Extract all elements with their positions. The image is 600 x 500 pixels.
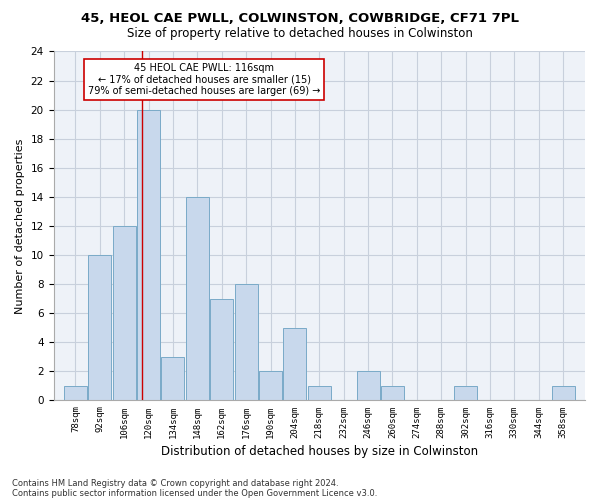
Text: Size of property relative to detached houses in Colwinston: Size of property relative to detached ho… [127,28,473,40]
Bar [64,386,87,400]
Bar [235,284,257,401]
Text: 45 HEOL CAE PWLL: 116sqm
← 17% of detached houses are smaller (15)
79% of semi-d: 45 HEOL CAE PWLL: 116sqm ← 17% of detach… [88,63,320,96]
Bar [356,372,380,400]
Y-axis label: Number of detached properties: Number of detached properties [15,138,25,314]
Bar [308,386,331,400]
Bar [88,255,112,400]
Bar [161,357,184,401]
X-axis label: Distribution of detached houses by size in Colwinston: Distribution of detached houses by size … [161,444,478,458]
Bar [113,226,136,400]
Bar [381,386,404,400]
Text: 45, HEOL CAE PWLL, COLWINSTON, COWBRIDGE, CF71 7PL: 45, HEOL CAE PWLL, COLWINSTON, COWBRIDGE… [81,12,519,26]
Bar [283,328,307,400]
Bar [210,298,233,400]
Bar [186,197,209,400]
Bar [551,386,575,400]
Bar [137,110,160,401]
Bar [259,372,282,400]
Text: Contains public sector information licensed under the Open Government Licence v3: Contains public sector information licen… [12,488,377,498]
Text: Contains HM Land Registry data © Crown copyright and database right 2024.: Contains HM Land Registry data © Crown c… [12,478,338,488]
Bar [454,386,477,400]
